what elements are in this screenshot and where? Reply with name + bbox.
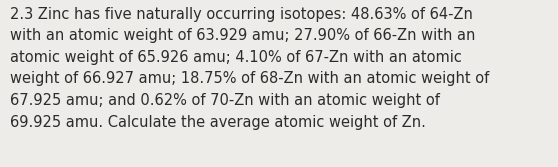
Text: 2.3 Zinc has five naturally occurring isotopes: 48.63% of 64-Zn
with an atomic w: 2.3 Zinc has five naturally occurring is… bbox=[10, 7, 489, 130]
